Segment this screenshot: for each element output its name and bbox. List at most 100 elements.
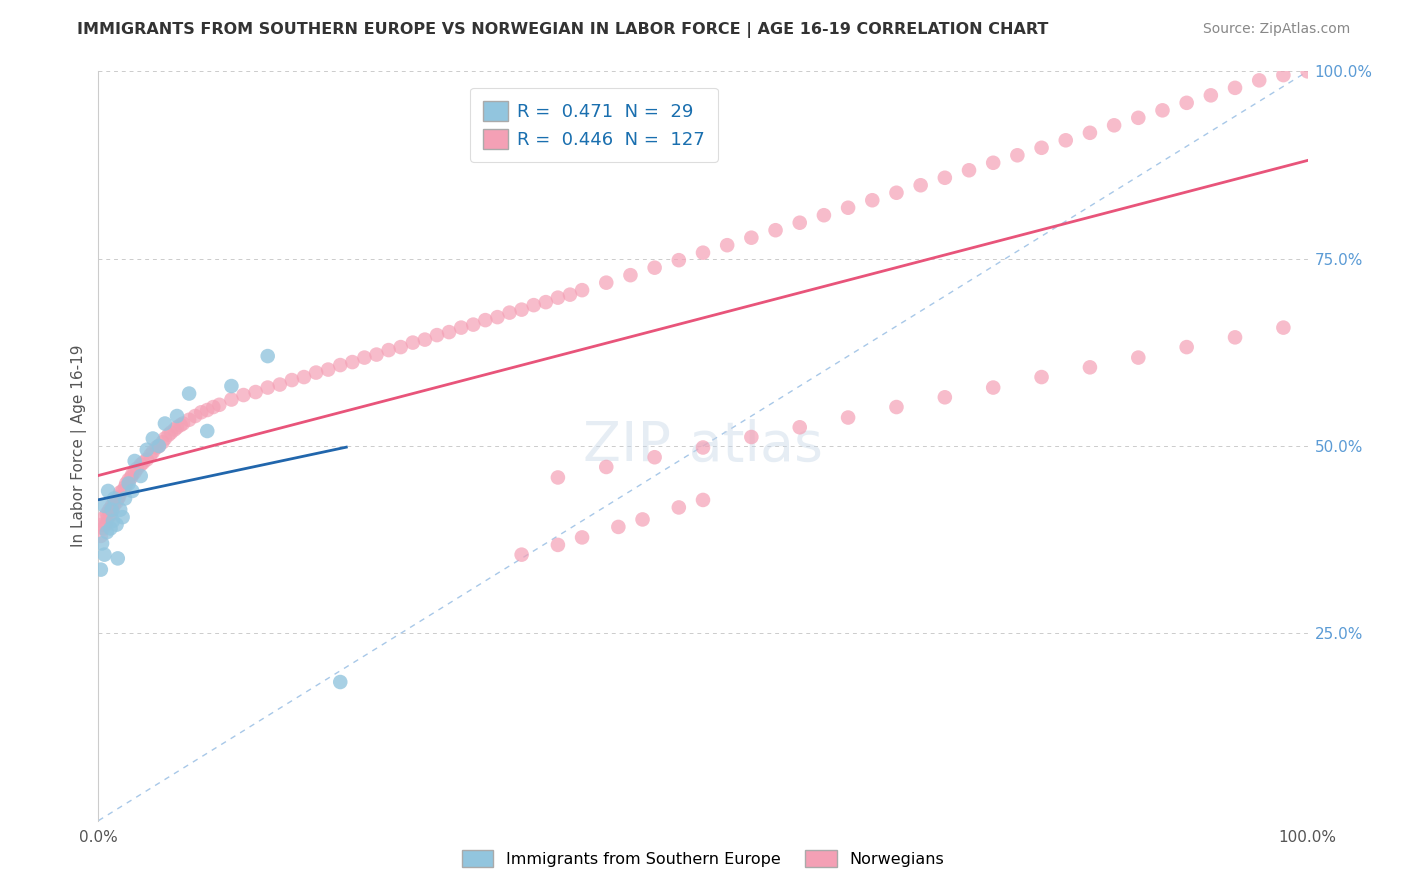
Point <box>886 400 908 414</box>
Point <box>692 245 714 260</box>
Point <box>534 295 557 310</box>
Point <box>595 460 617 475</box>
Point <box>837 201 859 215</box>
Point <box>245 385 267 400</box>
Point <box>474 313 496 327</box>
Text: IMMIGRANTS FROM SOUTHERN EUROPE VS NORWEGIAN IN LABOR FORCE | AGE 16-19 CORRELAT: IMMIGRANTS FROM SOUTHERN EUROPE VS NORWE… <box>77 22 1049 38</box>
Point <box>389 340 412 354</box>
Point <box>631 512 654 526</box>
Point <box>342 355 364 369</box>
Point <box>1078 126 1101 140</box>
Point <box>93 499 115 513</box>
Point <box>166 409 188 423</box>
Point <box>1249 73 1271 87</box>
Point <box>153 432 176 446</box>
Point <box>114 491 136 506</box>
Point <box>316 362 339 376</box>
Point <box>860 193 883 207</box>
Point <box>305 366 328 380</box>
Point <box>1272 68 1295 82</box>
Point <box>111 483 134 498</box>
Point <box>1102 118 1125 132</box>
Point <box>292 370 315 384</box>
Point <box>184 409 207 423</box>
Point <box>813 208 835 222</box>
Point <box>329 358 352 372</box>
Point <box>437 325 460 339</box>
Point <box>558 287 581 301</box>
Point <box>124 465 146 479</box>
Point <box>105 517 128 532</box>
Point <box>93 548 115 562</box>
Point <box>402 335 425 350</box>
Point <box>100 508 122 522</box>
Legend: Immigrants from Southern Europe, Norwegians: Immigrants from Southern Europe, Norwegi… <box>454 842 952 875</box>
Point <box>789 216 811 230</box>
Point <box>1272 320 1295 334</box>
Point <box>934 170 956 185</box>
Point <box>103 491 125 506</box>
Point <box>96 525 118 540</box>
Point <box>135 442 157 457</box>
Point <box>118 473 141 487</box>
Point <box>97 483 120 498</box>
Point <box>139 448 162 462</box>
Point <box>152 435 174 450</box>
Point <box>135 452 157 467</box>
Point <box>108 502 131 516</box>
Point <box>142 432 165 446</box>
Point <box>91 521 114 535</box>
Point <box>148 439 170 453</box>
Legend: R =  0.471  N =  29, R =  0.446  N =  127: R = 0.471 N = 29, R = 0.446 N = 127 <box>470 88 717 162</box>
Point <box>108 490 131 504</box>
Point <box>619 268 641 282</box>
Point <box>463 318 485 332</box>
Point <box>120 470 142 484</box>
Point <box>179 413 201 427</box>
Text: Source: ZipAtlas.com: Source: ZipAtlas.com <box>1202 22 1350 37</box>
Point <box>1007 148 1029 162</box>
Point <box>1128 351 1150 365</box>
Point <box>740 230 762 244</box>
Point <box>329 675 352 690</box>
Point <box>765 223 787 237</box>
Point <box>1031 370 1053 384</box>
Point <box>281 373 304 387</box>
Point <box>789 420 811 434</box>
Point <box>91 536 114 550</box>
Point <box>232 388 254 402</box>
Point <box>101 502 124 516</box>
Point <box>981 155 1004 169</box>
Point <box>1296 64 1319 78</box>
Point <box>668 500 690 515</box>
Point <box>692 492 714 507</box>
Point <box>1054 133 1077 147</box>
Point <box>547 291 569 305</box>
Point <box>111 510 134 524</box>
Point <box>90 563 112 577</box>
Point <box>1078 360 1101 375</box>
Point <box>163 423 186 437</box>
Point <box>692 441 714 455</box>
Point <box>668 253 690 268</box>
Point <box>195 424 218 438</box>
Point <box>644 450 666 465</box>
Point <box>100 502 122 516</box>
Point <box>607 520 630 534</box>
Point <box>413 333 436 347</box>
Point <box>166 420 188 434</box>
Point <box>97 510 120 524</box>
Point <box>1223 330 1246 344</box>
Point <box>269 377 291 392</box>
Point <box>523 298 546 312</box>
Point <box>450 320 472 334</box>
Point <box>571 530 593 544</box>
Point <box>169 417 191 432</box>
Point <box>129 458 152 472</box>
Point <box>93 510 115 524</box>
Point <box>108 485 131 500</box>
Point <box>957 163 980 178</box>
Text: ZIP atlas: ZIP atlas <box>583 419 823 473</box>
Point <box>486 310 509 325</box>
Point <box>100 499 122 513</box>
